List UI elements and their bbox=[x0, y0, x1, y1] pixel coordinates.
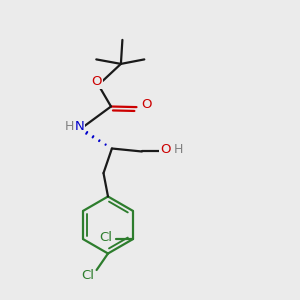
Text: O: O bbox=[92, 75, 102, 88]
Text: Cl: Cl bbox=[99, 231, 112, 244]
Text: H: H bbox=[64, 120, 74, 133]
Text: O: O bbox=[160, 142, 170, 156]
Text: O: O bbox=[141, 98, 152, 111]
Text: Cl: Cl bbox=[82, 269, 95, 282]
Text: N: N bbox=[75, 120, 85, 133]
Text: H: H bbox=[174, 142, 183, 156]
